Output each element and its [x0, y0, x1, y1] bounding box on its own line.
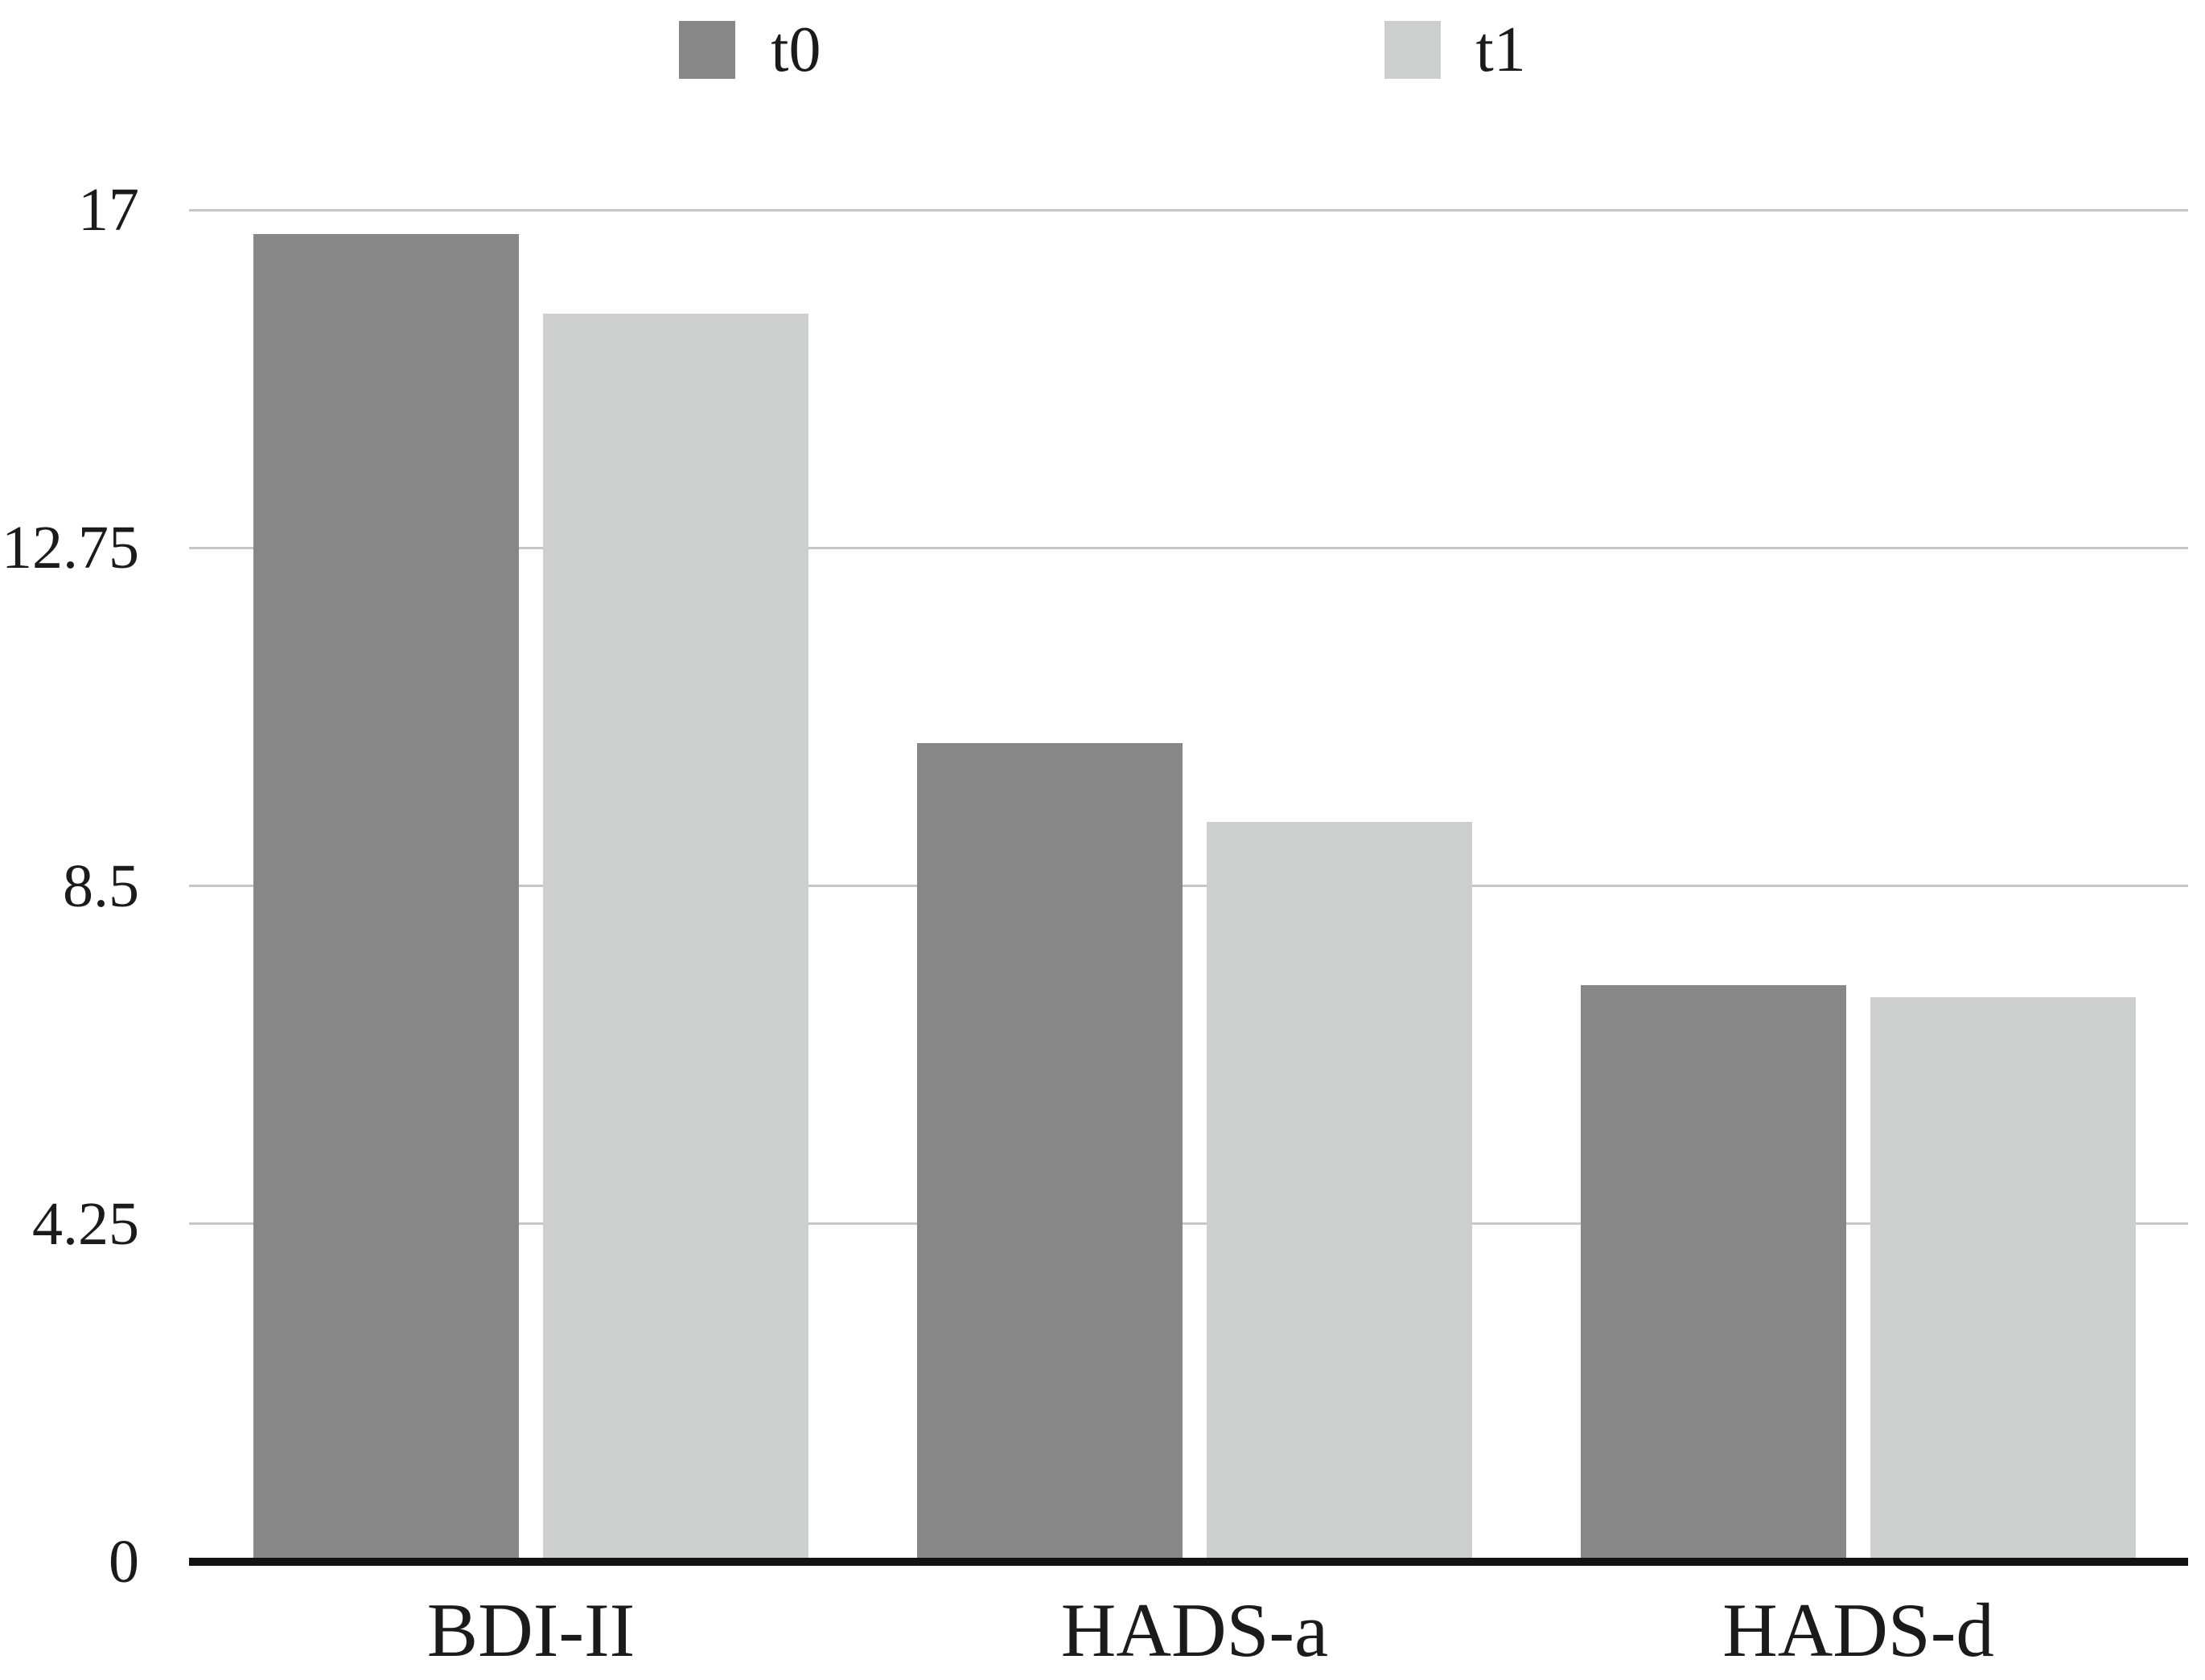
- x-axis-line: [189, 1558, 2188, 1566]
- y-tick-label: 4.25: [32, 1189, 139, 1258]
- gridline-12.75: [189, 546, 2188, 549]
- bar-t1-HADS-a: [1207, 822, 1472, 1562]
- legend-label: t1: [1475, 14, 1526, 85]
- gridline-4.25: [189, 1222, 2188, 1226]
- x-tick-label-HADS-a: HADS-a: [1060, 1588, 1329, 1673]
- y-tick-label: 12.75: [2, 514, 139, 582]
- chart-legend: t0 t1: [0, 18, 2205, 82]
- y-tick-label: 8.5: [63, 852, 139, 920]
- legend-swatch-t0: [679, 21, 736, 79]
- legend-item-t0: t0: [679, 18, 821, 82]
- x-tick-label-BDI-II: BDI-II: [426, 1588, 636, 1673]
- legend-label: t0: [771, 14, 821, 85]
- gridline-17: [189, 208, 2188, 212]
- y-tick-label: 0: [109, 1528, 139, 1596]
- bar-t1-BDI-II: [543, 313, 808, 1562]
- bar-t0-BDI-II: [253, 233, 519, 1562]
- gridline-8.5: [189, 885, 2188, 887]
- bar-t1-HADS-d: [1870, 996, 2136, 1562]
- y-tick-label: 17: [78, 176, 139, 244]
- legend-swatch-t1: [1384, 21, 1441, 79]
- bar-t0-HADS-d: [1581, 985, 1846, 1562]
- x-tick-label-HADS-d: HADS-d: [1722, 1588, 1994, 1673]
- bar-t0-HADS-a: [917, 742, 1183, 1562]
- legend-item-t1: t1: [1384, 18, 1526, 82]
